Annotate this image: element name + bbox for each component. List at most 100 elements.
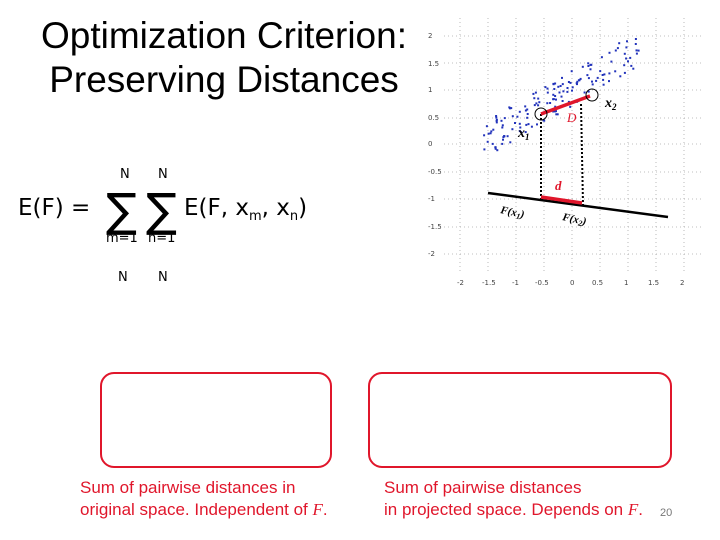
scatter-point: [483, 148, 486, 151]
x-tick-label: 0.5: [592, 279, 603, 287]
scatter-point: [495, 115, 498, 117]
equation-svg: E(F) = N ∑ m=1 N ∑ n=1 E(F, xm, xn) N N: [18, 167, 307, 285]
scatter-point: [516, 115, 519, 118]
scatter-point: [510, 107, 513, 110]
scatter-point: [487, 132, 490, 135]
equation-lhs: E(F) =: [18, 195, 90, 221]
scatter-point: [546, 91, 549, 94]
point-x1-marker: [534, 107, 548, 121]
label-d: d: [555, 178, 562, 193]
scatter-point: [560, 95, 563, 98]
scatter-point: [502, 136, 505, 139]
sum-lower-2: n=1: [148, 231, 175, 246]
scatter-point: [546, 87, 549, 90]
x-tick-label: -1.5: [482, 279, 496, 287]
scatter-point: [542, 119, 545, 122]
scatter-point: [591, 80, 593, 83]
sigma-2: ∑: [146, 183, 177, 237]
scatter-point: [495, 116, 498, 119]
scatter-point: [558, 91, 561, 94]
sum-upper-2: N: [158, 167, 168, 182]
scatter-point: [537, 104, 540, 107]
y-tick-label: 1.5: [428, 60, 439, 68]
scatter-point: [534, 91, 537, 94]
scatter-point: [589, 68, 592, 71]
scatter-point: [518, 130, 521, 133]
scatter-point: [552, 98, 555, 101]
scatter-point: [555, 113, 558, 116]
point-x2-marker: [585, 88, 599, 102]
scatter-point: [570, 70, 573, 73]
label-x2: x2: [604, 96, 617, 112]
scatter-point: [555, 98, 557, 101]
scatter-point: [561, 76, 563, 79]
x-tick-label: -0.5: [535, 279, 549, 287]
scatter-point: [524, 105, 527, 108]
scatter-point: [595, 79, 598, 82]
scatter-point: [500, 119, 503, 122]
scatter-point: [596, 76, 599, 79]
distance-D-segment: [540, 94, 591, 116]
scatter-point: [576, 80, 579, 83]
scatter-point: [587, 77, 590, 80]
scatter-point: [491, 142, 494, 145]
scatter-point: [556, 113, 559, 116]
x-tick-label: 1.5: [648, 279, 659, 287]
scatter-point: [602, 83, 605, 86]
scatter-point: [590, 63, 593, 66]
scatter-point: [537, 97, 540, 100]
y-tick-label: -1: [428, 195, 435, 203]
scatter-point: [495, 121, 498, 124]
scatter-point: [483, 134, 486, 137]
scatter-point: [546, 102, 549, 105]
scatter-point: [506, 135, 509, 138]
sigma-1: ∑: [106, 183, 137, 237]
x-tick-label: 0: [570, 279, 574, 287]
y-tick-label: 0: [428, 140, 432, 148]
scatter-point: [608, 51, 611, 54]
scatter-point: [501, 126, 504, 129]
scatter-point: [587, 65, 590, 67]
scatter-figure: 2 1.5 1 0.5 0 -0.5 -1 -1.5 -2 -2 -1.5 -1…: [412, 0, 712, 292]
scatter-points: [483, 38, 640, 152]
scatter-point: [635, 49, 638, 52]
x-tick-label: -2: [457, 279, 464, 287]
scatter-point: [503, 135, 506, 137]
scatter-point: [511, 115, 514, 118]
scatter-point: [614, 49, 617, 52]
scatter-point: [579, 77, 582, 80]
projection-line: [487, 191, 669, 219]
left-caption: Sum of pairwise distances in original sp…: [80, 477, 380, 521]
left-highlight-box: [100, 372, 332, 468]
scatter-point: [630, 64, 633, 67]
scatter-point: [553, 88, 556, 90]
scatter-point: [602, 78, 605, 81]
scatter-point: [632, 67, 635, 70]
scatter-point: [554, 95, 557, 97]
scatter-point: [544, 86, 547, 89]
sum-lower-1: m=1: [106, 231, 138, 246]
scatter-point: [485, 125, 488, 128]
scatter-point: [610, 60, 613, 63]
scatter-point: [525, 123, 528, 126]
scatter-point: [490, 130, 493, 133]
scatter-point: [566, 87, 569, 89]
scatter-point: [554, 82, 557, 85]
scatter-point: [535, 102, 538, 105]
scatter-point: [509, 141, 512, 144]
sum-upper-1: N: [120, 167, 130, 182]
left-caption-line-2: original space. Independent of F.: [80, 500, 328, 519]
scatter-point: [576, 83, 578, 86]
label-Fx2: F(x2): [560, 211, 587, 229]
scatter-point: [627, 60, 629, 63]
scatter-point: [623, 64, 626, 67]
scatter-point: [634, 38, 637, 40]
scatter-point: [562, 90, 565, 93]
title-line-2: Preserving Distances: [49, 59, 399, 100]
scatter-point: [492, 128, 495, 131]
x-tick-label: 2: [680, 279, 684, 287]
scatter-point: [583, 91, 586, 94]
scatter-point: [601, 74, 604, 76]
scatter-point: [501, 142, 504, 145]
scatter-point: [561, 83, 564, 86]
